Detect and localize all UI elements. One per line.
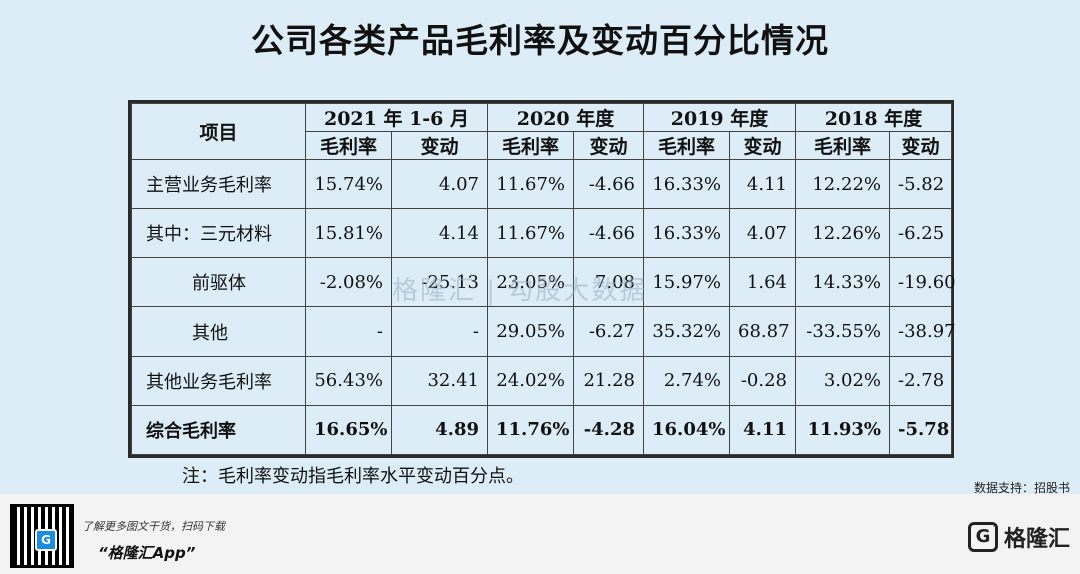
margin-cell: 11.76% (487, 404, 574, 456)
change-cell: 4.07 (729, 208, 796, 259)
margin-header: 毛利率 (487, 131, 574, 160)
margin-cell: 14.33% (795, 257, 890, 308)
period-header: 2020 年度 (487, 103, 644, 132)
brand-logo-text: 格隆汇 (1003, 527, 1070, 552)
brand-logo-icon: G (967, 522, 998, 552)
margin-cell: 35.32% (643, 306, 730, 357)
period-header: 2021 年 1-6 月 (305, 103, 488, 132)
margin-cell: 23.05% (487, 257, 574, 308)
change-cell: -4.66 (573, 158, 644, 210)
row-label: 其他业务毛利率 (131, 355, 306, 406)
period-header: 2019 年度 (643, 103, 796, 132)
header-row-periods: 项目 2021 年 1-6 月 2020 年度 2019 年度 2018 年度 (131, 103, 952, 160)
margin-cell: 29.05% (487, 306, 574, 357)
margin-cell: 16.33% (643, 158, 730, 210)
change-cell: -4.66 (573, 208, 644, 259)
change-cell: - (391, 306, 488, 357)
change-cell: 4.89 (391, 404, 488, 456)
margin-cell: 12.26% (795, 208, 890, 259)
margin-cell: 24.02% (487, 355, 574, 406)
table-row: 综合毛利率 16.65% 4.89 11.76% -4.28 16.04% 4.11 11.9… (131, 404, 952, 456)
item-header: 项目 (131, 103, 306, 160)
table-row: 主营业务毛利率 15.74% 4.07 11.67% -4.66 16.33% 4.11 12… (131, 158, 952, 210)
table-row: 其中：三元材料 15.81% 4.14 11.67% -4.66 16.33% 4.07 12… (131, 208, 952, 259)
change-header: 变动 (573, 131, 644, 160)
margin-cell: - (305, 306, 392, 357)
margin-cell: 2.74% (643, 355, 730, 406)
margin-cell: 11.67% (487, 158, 574, 210)
change-cell: -4.28 (573, 404, 644, 456)
change-header: 变动 (391, 131, 488, 160)
change-cell: 21.28 (573, 355, 644, 406)
change-cell: -38.97 (889, 306, 956, 357)
table-row: 其他业务毛利率 56.43% 32.41 24.02% 21.28 2.74% -0.28 3… (131, 355, 952, 406)
qr-code[interactable]: G (10, 504, 74, 568)
footer-banner: G 了解更多图文干货，扫码下载 “格隆汇App” G 格隆汇 (0, 494, 1080, 574)
change-cell: -6.27 (573, 306, 644, 357)
margin-header: 毛利率 (795, 131, 890, 160)
change-cell: 4.11 (729, 404, 796, 456)
margin-header: 毛利率 (305, 131, 392, 160)
row-label: 主营业务毛利率 (131, 158, 306, 210)
margin-header: 毛利率 (643, 131, 730, 160)
brand-logo: G 格隆汇 (967, 520, 1070, 554)
row-label: 其他 (131, 306, 306, 357)
margin-cell: 16.33% (643, 208, 730, 259)
margin-cell: 12.22% (795, 158, 890, 210)
change-cell: -19.60 (889, 257, 956, 308)
watermark: 格隆汇 | 勾股大数据 (392, 276, 648, 306)
gross-margin-table: 项目 2021 年 1-6 月 2020 年度 2019 年度 2018 年度 … (128, 100, 956, 458)
table-note: 注：毛利率变动指毛利率水平变动百分点。 (182, 466, 524, 487)
change-header: 变动 (729, 131, 796, 160)
change-cell: 4.14 (391, 208, 488, 259)
change-cell: -5.82 (889, 158, 952, 210)
row-label: 前驱体 (131, 257, 306, 308)
change-cell: 68.87 (729, 306, 796, 357)
qr-logo-icon: G (35, 529, 57, 551)
margin-cell: 11.67% (487, 208, 574, 259)
header-row-metrics: 毛利率 变动 毛利率 变动 毛利率 变动 毛利率 变动 (132, 131, 952, 160)
app-name: “格隆汇App” (98, 544, 196, 562)
table-row: 前驱体 -2.08% -25.13 23.05% 7.08 15.97% 1.64 14.33… (131, 257, 956, 308)
period-header: 2018 年度 (795, 103, 952, 132)
data-source: 数据支持：招股书 (973, 481, 1070, 495)
margin-cell: -2.08% (305, 257, 392, 308)
margin-cell: 15.81% (305, 208, 392, 259)
page-title: 公司各类产品毛利率及变动百分比情况 (251, 21, 829, 60)
margin-cell: 15.97% (643, 257, 730, 308)
change-cell: 32.41 (391, 355, 488, 406)
change-cell: 4.07 (391, 158, 488, 210)
change-cell: -6.25 (889, 208, 952, 259)
margin-cell: 56.43% (305, 355, 392, 406)
change-cell: -2.78 (889, 355, 952, 406)
change-cell: -0.28 (729, 355, 796, 406)
margin-cell: 11.93% (795, 404, 890, 456)
change-cell: -25.13 (391, 257, 488, 308)
margin-cell: 16.65% (305, 404, 392, 456)
data-table: 项目 2021 年 1-6 月 2020 年度 2019 年度 2018 年度 … (131, 103, 956, 456)
table-row: 其他 - -29.05% -6.27 35.32% 68.87 -33.55% -38.97 (131, 306, 956, 357)
row-label: 综合毛利率 (131, 404, 306, 456)
change-cell: 1.64 (729, 257, 796, 308)
margin-cell: 15.74% (305, 158, 392, 210)
promo-text: 了解更多图文干货，扫码下载 (82, 520, 225, 533)
margin-cell: -33.55% (795, 306, 890, 357)
change-header: 变动 (889, 131, 952, 160)
change-cell: -5.78 (889, 404, 952, 456)
row-label: 其中：三元材料 (131, 208, 306, 259)
change-cell: 4.11 (729, 158, 796, 210)
margin-cell: 16.04% (643, 404, 730, 456)
margin-cell: 3.02% (795, 355, 890, 406)
